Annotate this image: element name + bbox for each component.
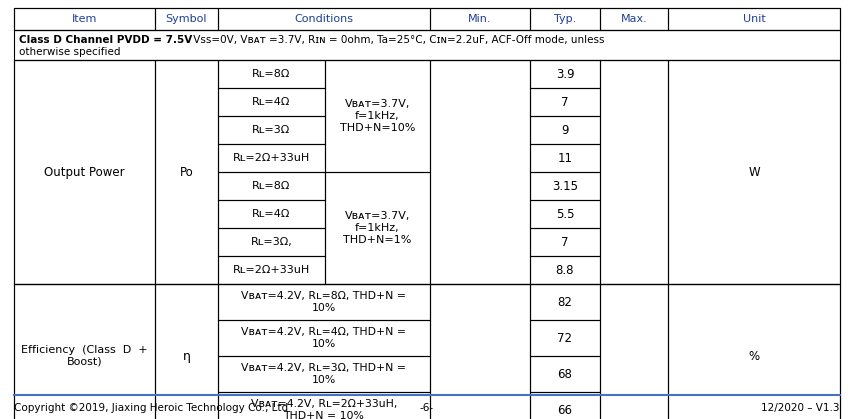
Text: Vʙᴀᴛ=4.2V, Rʟ=3Ω, THD+N =
10%: Vʙᴀᴛ=4.2V, Rʟ=3Ω, THD+N = 10% (241, 363, 406, 385)
Bar (530, 356, 600, 392)
Bar (530, 256, 600, 284)
Bar (218, 172, 325, 200)
Bar (14, 8, 840, 30)
Text: Typ.: Typ. (554, 14, 576, 24)
Bar (218, 8, 430, 30)
Text: Rʟ=8Ω: Rʟ=8Ω (252, 69, 291, 79)
Bar (218, 256, 325, 284)
Bar (530, 8, 600, 30)
Bar (218, 320, 430, 356)
Bar (530, 392, 600, 419)
Text: Rʟ=4Ω: Rʟ=4Ω (252, 209, 291, 219)
Bar (218, 356, 430, 392)
Bar (530, 116, 600, 144)
Text: 7: 7 (561, 235, 569, 248)
Text: 8.8: 8.8 (556, 264, 575, 277)
Text: 11: 11 (558, 152, 573, 165)
Text: otherwise specified: otherwise specified (19, 47, 121, 57)
Text: -6-: -6- (420, 403, 434, 413)
Text: Item: Item (71, 14, 97, 24)
Text: Rʟ=8Ω: Rʟ=8Ω (252, 181, 291, 191)
Bar (530, 284, 600, 320)
Bar (14, 60, 155, 284)
Text: 5.5: 5.5 (556, 207, 575, 220)
Text: 7: 7 (561, 96, 569, 109)
Text: Efficiency  (Class  D  +
Boost): Efficiency (Class D + Boost) (21, 345, 148, 367)
Text: Rʟ=3Ω: Rʟ=3Ω (252, 125, 291, 135)
Text: Vʙᴀᴛ=4.2V, Rʟ=8Ω, THD+N =
10%: Vʙᴀᴛ=4.2V, Rʟ=8Ω, THD+N = 10% (241, 291, 406, 313)
Bar (600, 284, 668, 419)
Text: W: W (748, 166, 760, 178)
Text: Rʟ=3Ω,: Rʟ=3Ω, (251, 237, 292, 247)
Bar (218, 144, 325, 172)
Text: Copyright ©2019, Jiaxing Heroic Technology Co., Ltd: Copyright ©2019, Jiaxing Heroic Technolo… (14, 403, 288, 413)
Bar (430, 284, 530, 419)
Bar (155, 60, 218, 284)
Text: 72: 72 (558, 331, 573, 344)
Text: Vʙᴀᴛ=4.2V, Rʟ=4Ω, THD+N =
10%: Vʙᴀᴛ=4.2V, Rʟ=4Ω, THD+N = 10% (241, 327, 406, 349)
Bar (430, 60, 530, 284)
Text: Vʙᴀᴛ=3.7V,
f=1kHz,
THD+N=10%: Vʙᴀᴛ=3.7V, f=1kHz, THD+N=10% (340, 99, 415, 132)
Text: Class D Channel PVDD = 7.5V: Class D Channel PVDD = 7.5V (19, 35, 192, 45)
Bar (14, 30, 840, 60)
Bar (14, 8, 155, 30)
Bar (668, 8, 840, 30)
Text: 12/2020 – V1.3: 12/2020 – V1.3 (762, 403, 840, 413)
Text: η: η (183, 349, 190, 362)
Text: 68: 68 (558, 367, 572, 380)
Bar (325, 172, 430, 284)
Bar (530, 88, 600, 116)
Text: Symbol: Symbol (166, 14, 207, 24)
Text: 66: 66 (558, 403, 573, 416)
Text: Vʙᴀᴛ=3.7V,
f=1kHz,
THD+N=1%: Vʙᴀᴛ=3.7V, f=1kHz, THD+N=1% (343, 212, 411, 245)
Bar (530, 200, 600, 228)
Bar (155, 8, 218, 30)
Text: Po: Po (179, 166, 193, 178)
Bar (155, 284, 218, 419)
Text: Rʟ=2Ω+33uH: Rʟ=2Ω+33uH (233, 265, 310, 275)
Text: 3.15: 3.15 (552, 179, 578, 192)
Text: Min.: Min. (468, 14, 492, 24)
Bar (668, 60, 840, 284)
Bar (530, 172, 600, 200)
Text: %: % (749, 349, 760, 362)
Bar (218, 116, 325, 144)
Text: 3.9: 3.9 (556, 67, 575, 80)
Bar (600, 8, 668, 30)
Bar (530, 228, 600, 256)
Bar (530, 320, 600, 356)
Text: Output Power: Output Power (44, 166, 125, 178)
Text: 82: 82 (558, 295, 572, 308)
Text: Max.: Max. (620, 14, 648, 24)
Text: Unit: Unit (743, 14, 765, 24)
Bar (14, 284, 155, 419)
Bar (218, 88, 325, 116)
Bar (218, 60, 325, 88)
Bar (430, 8, 530, 30)
Bar (14, 284, 840, 419)
Text: Rʟ=2Ω+33uH: Rʟ=2Ω+33uH (233, 153, 310, 163)
Text: Rʟ=4Ω: Rʟ=4Ω (252, 97, 291, 107)
Text: Vʙᴀᴛ=4.2V, Rʟ=2Ω+33uH,
THD+N = 10%: Vʙᴀᴛ=4.2V, Rʟ=2Ω+33uH, THD+N = 10% (251, 399, 397, 419)
Bar (14, 60, 840, 284)
Bar (325, 60, 430, 172)
Bar (218, 392, 430, 419)
Bar (218, 200, 325, 228)
Bar (530, 60, 600, 88)
Bar (668, 284, 840, 419)
Bar (530, 144, 600, 172)
Bar (218, 228, 325, 256)
Bar (600, 60, 668, 284)
Text: Vss=0V, Vʙᴀᴛ =3.7V, Rɪɴ = 0ohm, Ta=25°C, Cɪɴ=2.2uF, ACF-Off mode, unless: Vss=0V, Vʙᴀᴛ =3.7V, Rɪɴ = 0ohm, Ta=25°C,… (190, 35, 604, 45)
Text: 9: 9 (561, 124, 569, 137)
Bar (218, 284, 430, 320)
Text: Conditions: Conditions (294, 14, 354, 24)
